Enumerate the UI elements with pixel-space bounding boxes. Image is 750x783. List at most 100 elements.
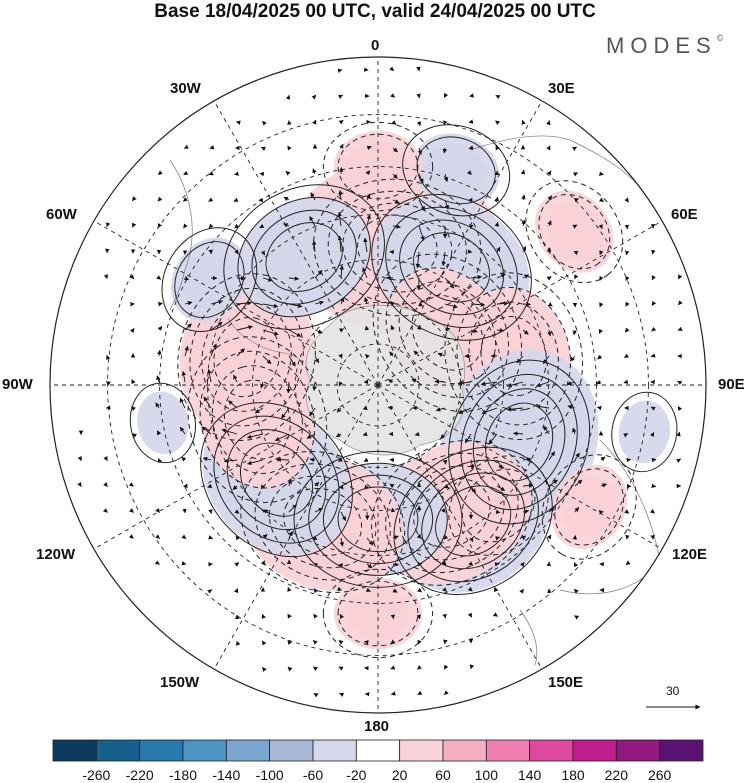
- wind-arrow: [392, 562, 400, 567]
- colorbar-tick-label: -140: [212, 767, 240, 783]
- wind-arrow: [313, 613, 318, 619]
- anomaly-center: [137, 391, 189, 455]
- wind-arrow: [572, 146, 578, 152]
- wind-arrow: [649, 432, 655, 438]
- wind-arrow: [313, 666, 319, 672]
- wind-arrow: [288, 355, 296, 367]
- wind-arrow: [336, 407, 342, 413]
- wind-arrow: [417, 147, 423, 155]
- wind-arrow: [234, 562, 240, 567]
- wind-arrow: [521, 219, 526, 227]
- wind-arrow: [442, 459, 448, 465]
- wind-arrow: [366, 193, 371, 201]
- wind-arrow: [443, 534, 449, 540]
- wind-arrow: [389, 351, 394, 357]
- wind-arrow: [157, 301, 163, 307]
- contour-line: [399, 219, 504, 316]
- wind-arrow: [156, 275, 162, 280]
- wind-arrow: [312, 381, 317, 392]
- contour-line: [226, 429, 327, 531]
- wind-arrow: [283, 196, 290, 202]
- colorbar-tick-label: 220: [605, 767, 629, 783]
- wind-arrow: [417, 690, 423, 696]
- wind-arrow: [470, 328, 478, 333]
- wind-arrow: [467, 170, 472, 175]
- wind-arrow: [494, 196, 500, 202]
- lon-label-150e: 150E: [548, 674, 584, 691]
- wind-arrow: [392, 588, 398, 593]
- wind-arrow: [535, 404, 550, 409]
- contour-line: [468, 301, 559, 411]
- wind-arrow: [651, 483, 657, 488]
- wind-arrow: [573, 172, 579, 177]
- wind-arrow: [183, 223, 188, 229]
- wind-arrow: [519, 562, 525, 567]
- wind-arrow: [651, 300, 657, 306]
- meridian-line: [213, 100, 379, 386]
- wind-arrow: [390, 639, 396, 645]
- wind-arrow: [129, 274, 135, 280]
- wind-arrow: [650, 353, 656, 358]
- wind-arrow: [574, 506, 580, 513]
- contour-line: [283, 487, 363, 556]
- wind-arrow: [276, 457, 290, 462]
- wind-arrow: [287, 145, 292, 151]
- wind-arrow: [625, 560, 631, 566]
- wind-arrow: [389, 66, 395, 72]
- meridian-line: [377, 384, 663, 550]
- wind-arrow: [547, 220, 552, 227]
- wind-vector-field: [77, 66, 683, 698]
- wind-arrow: [546, 276, 552, 281]
- contour-line: [239, 442, 314, 517]
- wind-arrow: [306, 433, 316, 439]
- colorbar-tick-label: 140: [518, 767, 542, 783]
- wind-arrow: [522, 329, 529, 335]
- wind-arrow: [338, 353, 343, 359]
- contour-line: [308, 462, 448, 576]
- contour-line: [313, 178, 482, 317]
- wind-arrow: [546, 145, 551, 151]
- wind-arrow: [625, 301, 630, 307]
- colorbar-tick-label: 260: [648, 767, 672, 783]
- contour-line: [337, 486, 419, 553]
- wind-arrow: [312, 639, 318, 645]
- wind-arrow: [366, 563, 373, 569]
- wind-arrow: [131, 379, 136, 385]
- wind-arrow: [312, 168, 317, 175]
- wind-arrow: [625, 250, 630, 256]
- wind-arrow: [390, 614, 395, 620]
- wind-arrow: [624, 509, 630, 514]
- wind-arrow: [624, 197, 629, 203]
- wind-arrow: [464, 433, 472, 444]
- wind-arrow: [413, 350, 420, 357]
- colorbar-tick-label: -220: [126, 767, 154, 783]
- wind-arrow: [129, 328, 135, 334]
- wind-arrow: [414, 431, 420, 437]
- contour-line: [293, 450, 463, 588]
- contour-line: [187, 336, 328, 503]
- contour-line: [411, 294, 484, 371]
- wind-arrow: [546, 170, 552, 176]
- wind-arrow: [519, 588, 524, 594]
- wind-arrow: [311, 94, 317, 100]
- colorbar-swatch: [485, 739, 531, 762]
- contour-line: [372, 253, 523, 412]
- wind-arrow: [649, 508, 655, 514]
- wind-arrow: [392, 199, 400, 204]
- brand-logo: MODES©: [606, 33, 724, 58]
- wind-arrow: [546, 534, 552, 540]
- wind-arrow: [362, 267, 368, 279]
- contour-line: [413, 478, 491, 548]
- wind-arrow: [442, 147, 448, 154]
- wind-arrow: [387, 379, 394, 384]
- wind-arrow: [495, 120, 501, 126]
- wind-arrow: [287, 666, 293, 672]
- wind-arrow: [181, 370, 186, 383]
- wind-arrow: [338, 640, 344, 645]
- wind-arrow: [480, 381, 498, 386]
- wind-arrow: [496, 485, 506, 492]
- wind-arrow: [157, 349, 162, 357]
- contour-line: [416, 136, 496, 205]
- lon-label-150w: 150W: [160, 674, 200, 691]
